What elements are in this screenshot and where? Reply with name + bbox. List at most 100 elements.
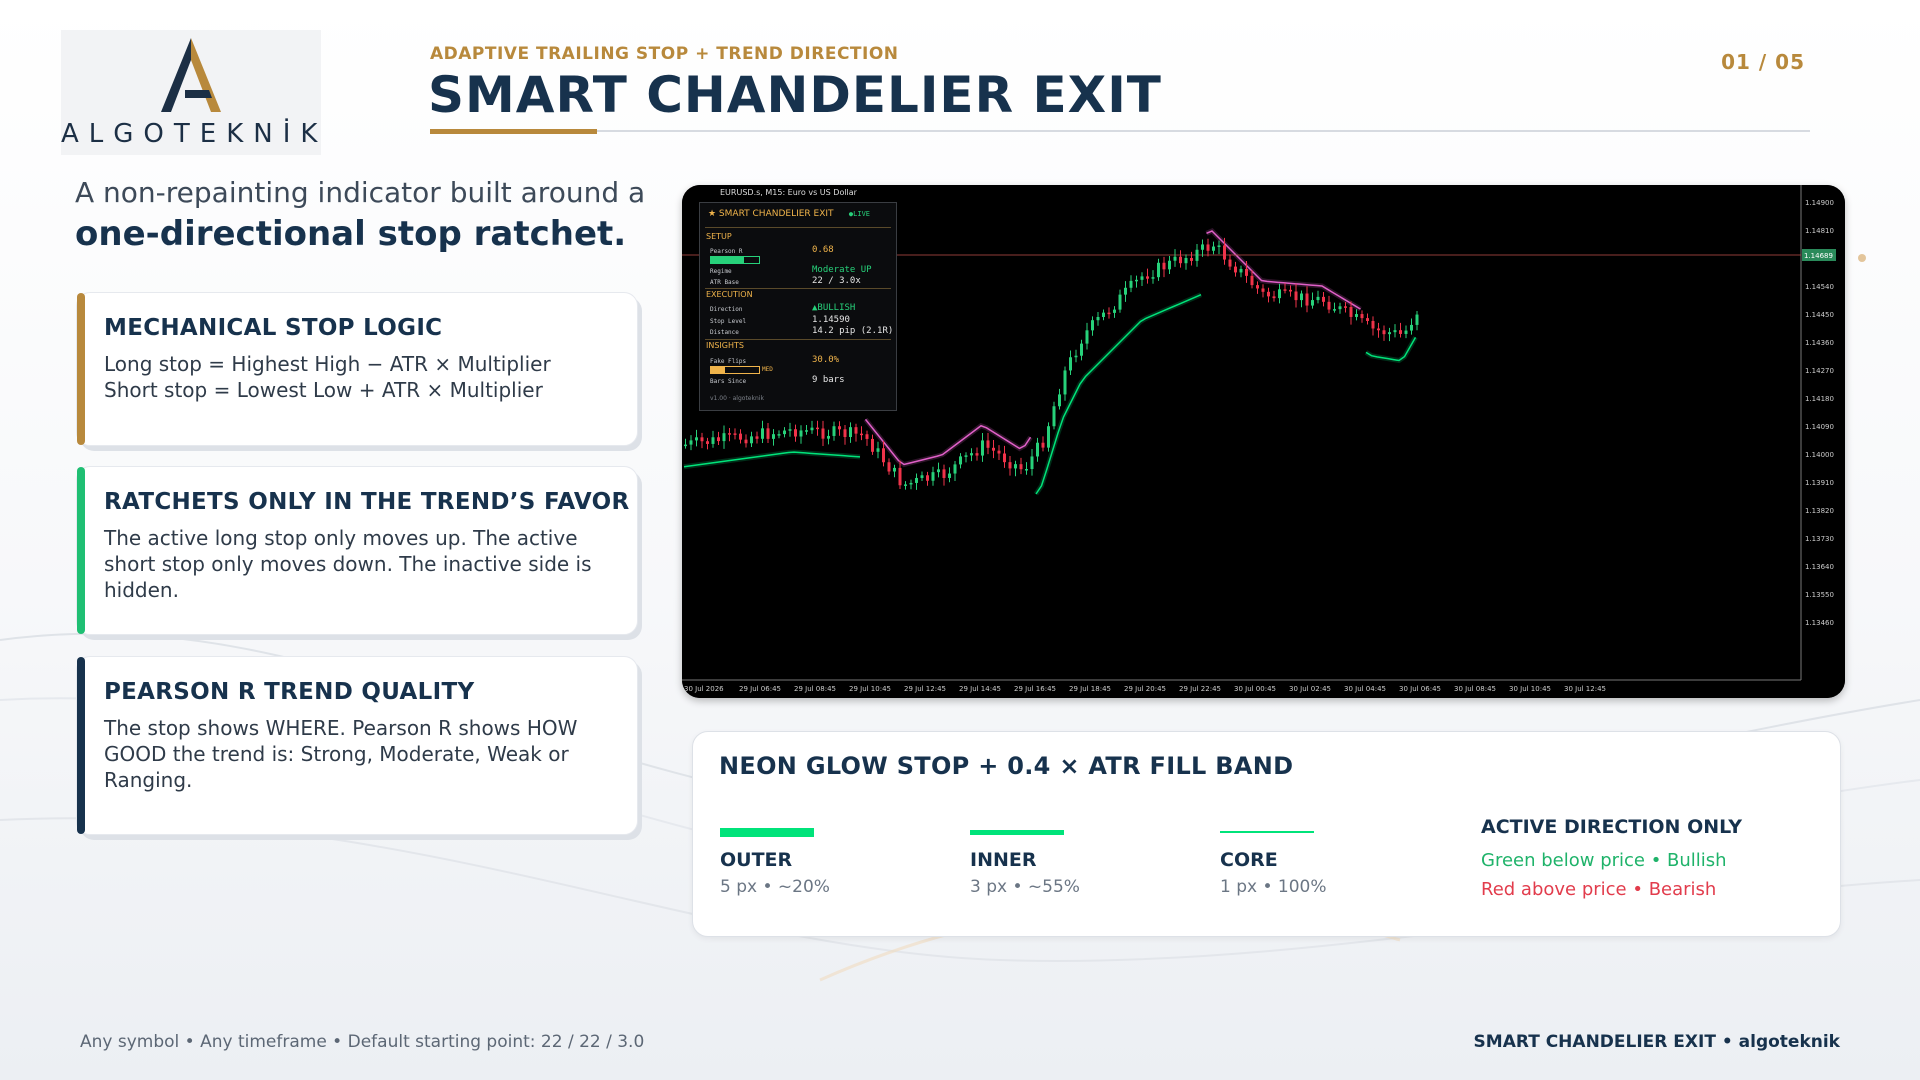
card-body: The stop shows WHERE. Pearson R shows HO… (104, 716, 578, 792)
candle-body (1360, 314, 1364, 319)
candle-body (689, 440, 693, 445)
candle-body (1173, 256, 1177, 261)
candle-body (1404, 330, 1408, 334)
x-tick-label: 30 Jul 00:45 (1234, 685, 1276, 693)
candle-body (915, 477, 918, 483)
segment-spec: 5 px • ~20% (720, 877, 830, 897)
pearson-value: 0.68 (812, 245, 834, 255)
fake-flips-value: 30.0% (812, 355, 840, 365)
candle-body (1228, 259, 1232, 267)
candle-body (1278, 289, 1281, 299)
candle-body (772, 434, 775, 439)
candle-body (1118, 294, 1122, 310)
x-tick-label: 29 Jul 12:45 (904, 685, 946, 693)
candle-body (1366, 318, 1369, 321)
candle-body (794, 429, 797, 437)
x-tick-label: 30 Jul 02:45 (1289, 685, 1331, 693)
x-tick-label: 29 Jul 08:45 (794, 685, 836, 693)
page-kicker: ADAPTIVE TRAILING STOP + TREND DIRECTION (430, 44, 899, 64)
distance-key: Distance (710, 329, 739, 336)
candle-body (1195, 249, 1199, 261)
candle-body (788, 429, 792, 431)
candle-body (882, 448, 885, 463)
candle-body (1206, 244, 1210, 251)
candle-body (777, 434, 781, 436)
candle-body (728, 433, 731, 435)
candle-body (1415, 314, 1419, 325)
candle-body (1041, 442, 1045, 448)
candle-body (695, 437, 698, 441)
candle-body (931, 472, 935, 481)
fake-flips-tag: MED (762, 366, 773, 373)
active-direction-legend: ACTIVE DIRECTION ONLY Green below price … (1481, 816, 1742, 900)
page-number: 01 / 05 (1721, 50, 1805, 74)
candle-body (1388, 332, 1391, 335)
candle-body (1327, 301, 1331, 310)
candle-body (937, 469, 940, 473)
candle-body (1179, 256, 1182, 264)
title-divider (430, 130, 1810, 132)
candle-body (1349, 306, 1353, 317)
regime-value: Moderate UP (812, 265, 872, 275)
section-insights: INSIGHTS (706, 341, 744, 350)
candle-body (1080, 343, 1083, 356)
active-red: Red above price • Bearish (1481, 879, 1717, 900)
card-accent-bar (77, 467, 85, 634)
candle-body (1157, 262, 1160, 278)
y-tick-label: 1.14090 (1805, 423, 1834, 431)
candle-body (849, 427, 852, 437)
card-accent-bar (77, 293, 85, 445)
short-stop-line (864, 418, 1032, 466)
candle-body (1272, 296, 1276, 299)
bars-since-value: 9 bars (812, 375, 845, 385)
candle-body (1410, 324, 1413, 331)
candle-body (810, 427, 814, 431)
intro-line-1: A non-repainting indicator built around … (75, 176, 646, 209)
y-tick-label: 1.14900 (1805, 199, 1834, 207)
card-title: MECHANICAL STOP LOGIC (104, 315, 443, 341)
candle-body (1030, 456, 1034, 470)
y-tick-label: 1.14270 (1805, 367, 1834, 375)
footer-right: SMART CHANDELIER EXIT • algoteknik (1473, 1032, 1840, 1052)
stop-key: Stop Level (710, 318, 747, 325)
candle-body (805, 430, 808, 432)
candle-body (1063, 370, 1067, 395)
candle-body (750, 436, 753, 444)
candle-body (1008, 462, 1012, 469)
y-tick-label: 1.14810 (1805, 227, 1834, 235)
x-tick-label: 29 Jul 18:45 (1069, 685, 1111, 693)
candle-body (744, 439, 748, 444)
candle-body (1382, 330, 1386, 335)
candle-body (1129, 280, 1133, 288)
candle-body (1261, 288, 1265, 292)
segment-name: INNER (970, 849, 1037, 871)
page-title: SMART CHANDELIER EXIT (428, 66, 1162, 124)
candle-body (1217, 245, 1221, 247)
candle-body (975, 453, 979, 456)
segment-name: OUTER (720, 849, 793, 871)
candle-body (1393, 330, 1397, 333)
live-badge: ●LIVE (848, 210, 870, 218)
chart-window-title: EURUSD.s, M15: Euro vs US Dollar (720, 188, 858, 197)
candle-body (722, 433, 726, 442)
candle-body (920, 475, 924, 478)
price-tag: 1.14689 (1804, 252, 1833, 260)
candle-body (1091, 320, 1094, 331)
outer-swatch (720, 828, 814, 837)
trading-chart-screenshot: EURUSD.s, M15: Euro vs US Dollar 1.14900… (682, 185, 1845, 698)
decor-dot (1858, 254, 1866, 262)
x-tick-label: 29 Jul 14:45 (959, 685, 1001, 693)
y-tick-label: 1.14360 (1805, 339, 1834, 347)
candle-body (1124, 287, 1127, 295)
x-tick-label: 30 Jul 10:45 (1509, 685, 1551, 693)
y-tick-label: 1.13550 (1805, 591, 1834, 599)
x-tick-label: 30 Jul 12:45 (1564, 685, 1606, 693)
bars-since-key: Bars Since (710, 378, 747, 385)
segment-inner: INNER 3 px • ~55% (970, 828, 1170, 897)
candle-body (761, 428, 764, 439)
candle-body (986, 440, 990, 448)
candle-body (948, 473, 951, 478)
candle-body (733, 433, 737, 435)
candle-body (1003, 453, 1006, 463)
logo-wordmark: ALGOTEKNİK (61, 119, 328, 149)
